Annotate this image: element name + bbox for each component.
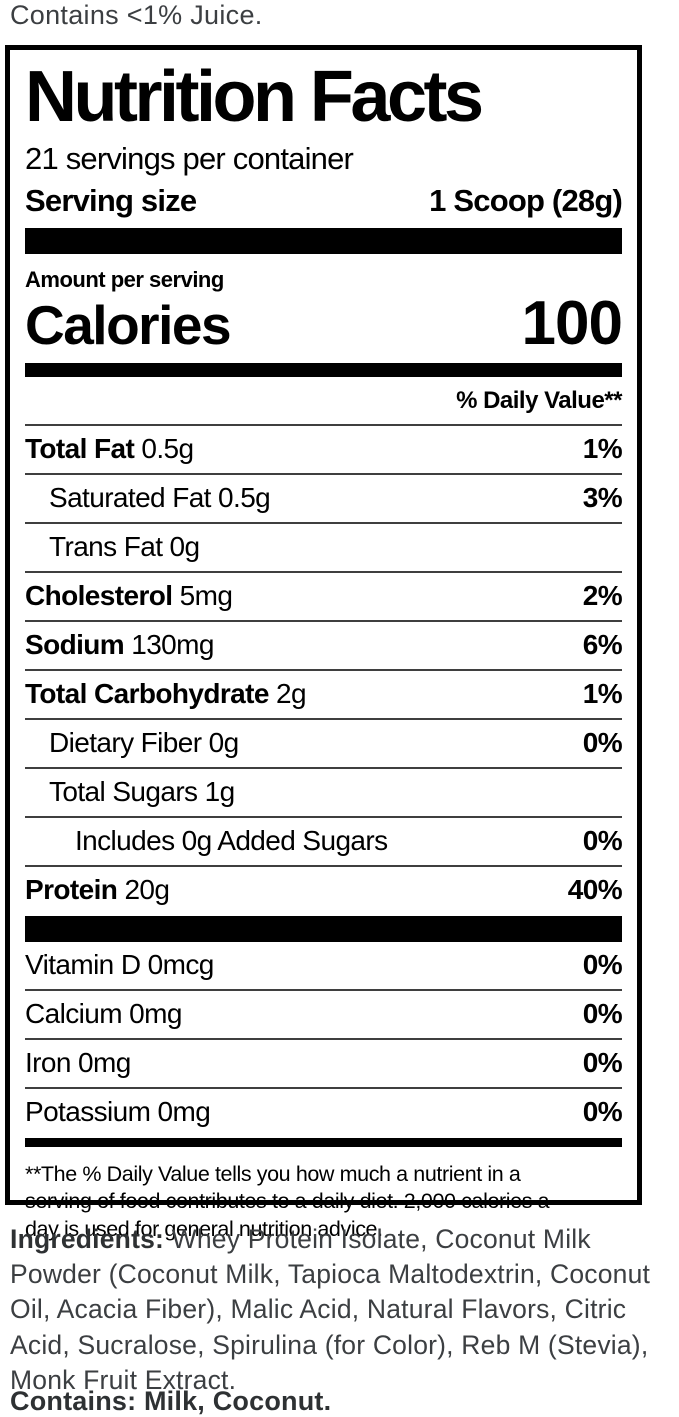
servings-per-container: 21 servings per container xyxy=(25,140,354,176)
daily-value-percent: 40% xyxy=(567,873,623,905)
divider-bar-thick-bottom xyxy=(25,915,622,942)
nutrient-name: Total Sugars 1g xyxy=(49,775,235,807)
nutrient-name: Calcium 0mg xyxy=(25,997,182,1029)
nutrient-row: Iron 0mg 0% xyxy=(25,1040,623,1089)
nutrition-facts-panel: Nutrition Facts 21 servings per containe… xyxy=(5,45,642,1241)
nutrient-name: Trans Fat 0g xyxy=(49,530,200,562)
daily-value-percent: 1% xyxy=(582,432,623,464)
daily-value-percent: 3% xyxy=(582,481,623,513)
nutrient-name: Iron 0mg xyxy=(25,1046,131,1078)
nutrient-row: Potassium 0mg 0% xyxy=(25,1089,623,1136)
daily-value-header: % Daily Value** xyxy=(25,377,623,426)
nutrient-row: Protein 20g 40% xyxy=(25,867,623,914)
daily-value-percent: 6% xyxy=(582,628,623,660)
nutrient-row: Trans Fat 0g xyxy=(25,524,622,573)
nutrient-row: Total Fat 0.5g 1% xyxy=(25,426,623,475)
nutrient-name: Protein 20g xyxy=(25,873,170,905)
ingredients-paragraph: Ingredients: Whey Protein Isolate, Cocon… xyxy=(10,1222,670,1398)
serving-size-value: 1 Scoop (28g) xyxy=(429,182,623,218)
nutrient-name: Dietary Fiber 0g xyxy=(49,726,239,758)
allergen-contains-line: Contains: Milk, Coconut. xyxy=(10,1386,332,1416)
daily-value-percent: 0% xyxy=(582,948,623,980)
daily-value-percent: 0% xyxy=(582,824,623,856)
nutrient-row: Sodium 130mg 6% xyxy=(25,622,623,671)
serving-size-label: Serving size xyxy=(25,182,197,218)
daily-value-percent: 2% xyxy=(582,579,623,611)
nutrient-name: Total Carbohydrate 2g xyxy=(25,677,307,709)
daily-value-percent: 0% xyxy=(582,997,623,1029)
divider-bar-medium xyxy=(25,362,622,377)
nutrient-name: Total Fat 0.5g xyxy=(25,432,194,464)
nutrient-row: Vitamin D 0mcg 0% xyxy=(25,942,623,991)
nutrient-row: Saturated Fat 0.5g 3% xyxy=(25,475,623,524)
ingredients-label: Ingredients: xyxy=(10,1224,165,1254)
amount-per-serving-label: Amount per serving xyxy=(25,266,224,292)
nutrient-row: Calcium 0mg 0% xyxy=(25,991,623,1040)
nutrition-facts-title: Nutrition Facts xyxy=(25,57,484,137)
divider-bar-thin xyxy=(25,1137,622,1147)
nutrient-name: Saturated Fat 0.5g xyxy=(49,481,271,513)
nutrient-name: Cholesterol 5mg xyxy=(25,579,233,611)
daily-value-percent: 1% xyxy=(582,677,623,709)
calories-label: Calories xyxy=(25,293,232,356)
daily-value-percent: 0% xyxy=(582,726,623,758)
nutrient-name: Sodium 130mg xyxy=(25,628,214,660)
daily-value-percent: 0% xyxy=(582,1095,623,1127)
nutrient-rows: Total Fat 0.5g 1% Saturated Fat 0.5g 3% Tran… xyxy=(25,426,623,914)
nutrient-name: Potassium 0mg xyxy=(25,1095,211,1127)
calories-row: Calories 100 xyxy=(25,288,623,358)
nutrient-row: Total Sugars 1g xyxy=(25,769,622,818)
nutrient-name: Includes 0g Added Sugars xyxy=(75,824,388,856)
serving-size-row: Serving size 1 Scoop (28g) xyxy=(25,182,623,219)
ingredients-text: Whey Protein Isolate, Coconut Milk Powde… xyxy=(10,1224,651,1395)
calories-value: 100 xyxy=(521,288,623,358)
daily-value-percent: 0% xyxy=(582,1046,623,1078)
nutrient-row: Cholesterol 5mg 2% xyxy=(25,573,623,622)
vitamin-rows: Vitamin D 0mcg 0% Calcium 0mg 0% Iron 0mg 0% P… xyxy=(25,942,623,1136)
nutrient-row: Includes 0g Added Sugars 0% xyxy=(25,818,623,867)
divider-bar-thick-top xyxy=(25,227,622,254)
nutrient-row: Dietary Fiber 0g 0% xyxy=(25,720,623,769)
nutrient-row: Total Carbohydrate 2g 1% xyxy=(25,671,623,720)
daily-value-footnote: **The % Daily Value tells you how much a… xyxy=(25,1161,550,1242)
juice-content-note: Contains <1% Juice. xyxy=(10,0,263,30)
nutrient-name: Vitamin D 0mcg xyxy=(25,948,214,980)
